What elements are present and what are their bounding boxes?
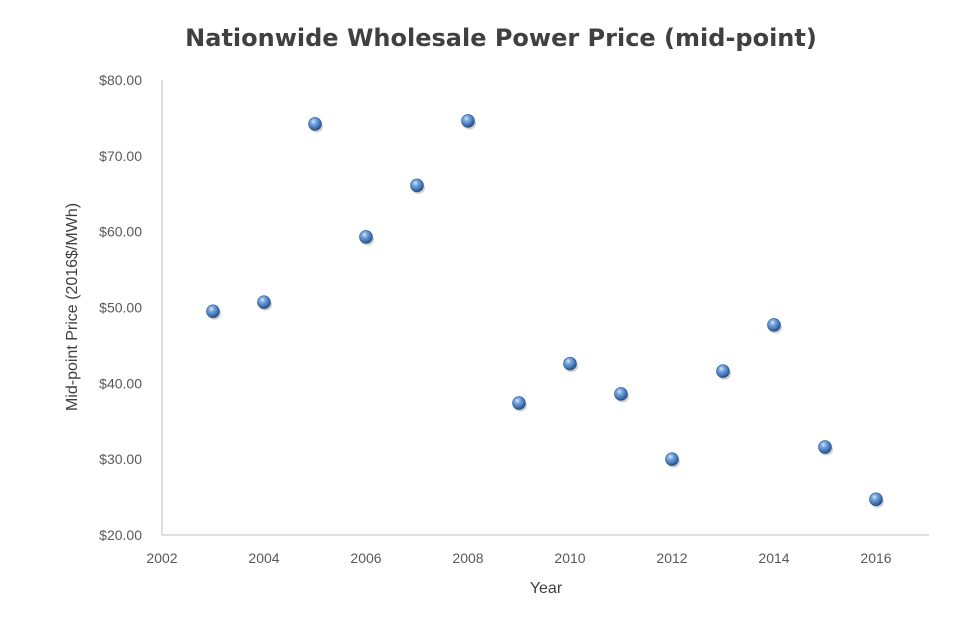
y-axis-title: Mid-point Price (2016$/MWh)	[64, 203, 81, 411]
y-axis-ticks: $20.00 $30.00 $40.00 $50.00 $60.00 $70.00 $80.…	[99, 72, 142, 543]
data-point	[308, 117, 322, 131]
x-tick-label: 2014	[758, 550, 789, 566]
data-point	[767, 318, 781, 332]
data-points	[206, 114, 884, 508]
y-tick-label: $40.00	[99, 375, 142, 391]
y-tick-label: $70.00	[99, 148, 142, 164]
chart-title: Nationwide Wholesale Power Price (mid-po…	[185, 24, 817, 52]
data-point	[665, 452, 679, 466]
data-point	[869, 492, 883, 507]
x-tick-label: 2004	[248, 550, 279, 566]
x-axis-title: Year	[530, 580, 563, 597]
data-point	[818, 440, 832, 454]
data-point	[257, 295, 271, 309]
data-point	[410, 178, 424, 193]
x-tick-label: 2016	[860, 550, 891, 566]
data-point	[716, 364, 730, 379]
x-tick-label: 2006	[350, 550, 381, 566]
data-point	[206, 304, 220, 319]
y-tick-label: $80.00	[99, 72, 142, 88]
y-tick-label: $30.00	[99, 451, 142, 467]
data-point	[461, 114, 475, 128]
x-tick-label: 2012	[656, 550, 687, 566]
x-tick-label: 2010	[554, 550, 585, 566]
x-axis-ticks: 2002 2004 2006 2008 2010 2012 2014 2016	[146, 550, 891, 566]
data-point	[359, 230, 373, 244]
y-tick-label: $20.00	[99, 527, 142, 543]
y-tick-label: $50.00	[99, 300, 142, 316]
x-tick-label: 2008	[452, 550, 483, 566]
y-tick-label: $60.00	[99, 224, 142, 240]
data-point	[614, 387, 628, 401]
data-point	[512, 396, 526, 410]
x-tick-label: 2002	[146, 550, 177, 566]
data-point	[563, 356, 577, 371]
